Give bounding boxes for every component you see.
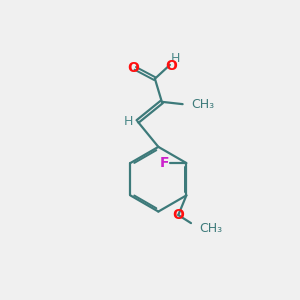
Text: O: O bbox=[165, 59, 177, 73]
Text: H: H bbox=[124, 115, 134, 128]
Text: H: H bbox=[170, 52, 180, 65]
Text: O: O bbox=[172, 208, 184, 222]
Text: CH₃: CH₃ bbox=[191, 98, 214, 111]
Text: CH₃: CH₃ bbox=[199, 222, 222, 236]
Text: F: F bbox=[160, 156, 169, 170]
Text: O: O bbox=[128, 61, 140, 75]
